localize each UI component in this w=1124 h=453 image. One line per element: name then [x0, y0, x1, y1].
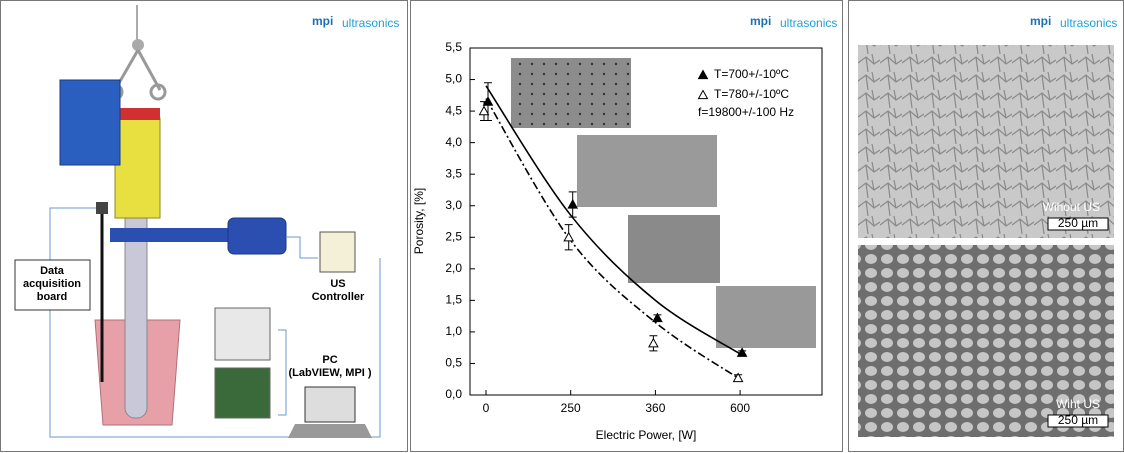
scale-label: 250 µm — [1058, 413, 1098, 427]
y-axis-label: Porosity, [%] — [412, 188, 426, 254]
y-tick-label: 1,0 — [445, 324, 462, 338]
panel — [0, 0, 408, 452]
marker — [732, 372, 744, 383]
label: Data — [40, 265, 65, 277]
fit-line — [485, 98, 741, 380]
y-tick-label: 4,0 — [445, 135, 462, 149]
cap — [115, 108, 160, 120]
label: Controller — [312, 291, 365, 303]
marker — [648, 337, 659, 348]
x-tick-label: 360 — [645, 401, 665, 415]
x-axis-label: Electric Power, [W] — [596, 428, 697, 442]
y-tick-label: 1,5 — [445, 293, 462, 307]
cable — [113, 49, 162, 91]
diagram: Data acquisition board US Controller PC … — [14, 5, 381, 438]
ring — [149, 83, 167, 101]
y-tick-label: 5,0 — [445, 72, 462, 86]
screenshot — [214, 367, 271, 419]
x-tick-label: 600 — [730, 401, 750, 415]
marker — [567, 198, 579, 209]
marker — [478, 105, 490, 116]
x-tick-label: 0 — [483, 401, 490, 415]
y-tick-label: 0,5 — [445, 356, 462, 370]
panel — [410, 0, 843, 452]
micrograph — [858, 245, 1114, 437]
marker — [736, 347, 748, 357]
bar — [110, 228, 230, 242]
legend-marker — [697, 69, 709, 80]
y-tick-label: 2,0 — [445, 261, 462, 275]
logo-sub: ultrasonics — [342, 16, 399, 30]
transducer — [59, 79, 121, 166]
screenshot — [214, 307, 271, 361]
logo-sub: ultrasonics — [1060, 16, 1117, 30]
fit-line — [485, 85, 741, 355]
inset — [628, 215, 720, 283]
wire — [49, 207, 381, 438]
inset — [511, 58, 631, 128]
y-tick-label: 5,5 — [445, 40, 462, 54]
logo-brand: mpi — [312, 14, 333, 28]
y-tick-label: 4,5 — [445, 103, 462, 117]
legend-marker — [697, 89, 709, 100]
spring — [114, 117, 161, 219]
hook — [132, 39, 144, 51]
annotation: f=19800+/-100 Hz — [698, 105, 794, 119]
inset — [577, 135, 717, 207]
y-tick-label: 3,0 — [445, 198, 462, 212]
logo-brand: mpi — [1030, 14, 1051, 28]
plot-frame — [469, 47, 823, 396]
scale-label: 250 µm — [1058, 216, 1098, 230]
marker — [652, 312, 663, 323]
micrograph-label: Wiht US — [1056, 397, 1100, 411]
laptop-base — [288, 424, 372, 438]
inset — [716, 286, 816, 348]
y-tick-label: 0,0 — [445, 387, 462, 401]
label: board — [37, 291, 68, 303]
logo-brand: mpi — [750, 14, 771, 28]
label: PC — [322, 354, 337, 366]
laptop — [304, 386, 356, 423]
legend-label: T=700+/-10ºC — [714, 67, 789, 81]
transducer — [227, 217, 287, 255]
scale-bar — [1047, 414, 1109, 428]
daq-box — [14, 259, 91, 311]
legend-label: T=780+/-10ºC — [714, 87, 789, 101]
logo: mpi ultrasonics mpi ultrasonics mpi ultr… — [312, 14, 1117, 30]
marker — [563, 231, 575, 242]
label: (LabVIEW, MPI ) — [288, 367, 371, 379]
micrograph-label: Wihout US — [1043, 200, 1100, 214]
y-tick-label: 3,5 — [445, 166, 462, 180]
label: US — [330, 278, 345, 290]
logo-sub: ultrasonics — [780, 16, 837, 30]
label: acquisition — [23, 278, 81, 290]
scale-bar — [1047, 217, 1109, 231]
insets — [511, 58, 816, 348]
controller — [319, 231, 356, 273]
x-tick-label: 250 — [561, 401, 581, 415]
bracket — [278, 329, 287, 416]
micrograph — [858, 45, 1114, 238]
y-tick-label: 2,5 — [445, 229, 462, 243]
sensor — [96, 202, 108, 214]
